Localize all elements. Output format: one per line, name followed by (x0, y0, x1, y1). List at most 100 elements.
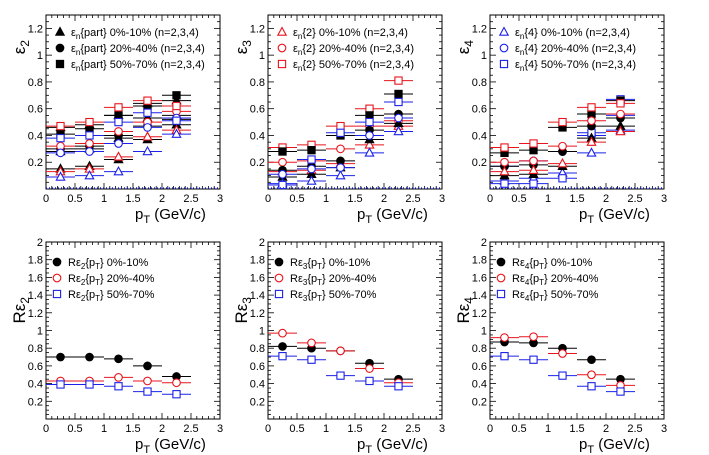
text-part: Rε (512, 273, 525, 285)
x-tick-label: 2.5 (405, 423, 420, 435)
data-point (278, 147, 287, 156)
text-part: 2 (81, 294, 86, 303)
data-point (529, 355, 538, 364)
text-part: T (539, 294, 544, 303)
text-part: { (307, 289, 311, 301)
data-point (114, 127, 123, 136)
text-part: } (544, 289, 548, 301)
y-axis-title: Rε3 (232, 297, 254, 324)
legend-marker (55, 59, 65, 69)
text-part: { (302, 43, 306, 55)
x-axis-title: pT (GeV/c) (579, 436, 650, 455)
text-part: T (365, 444, 372, 455)
legend-entry: εn{part} 0%-10% (n=2,3,4) (71, 27, 199, 41)
text-part: { (302, 59, 306, 71)
legend-marker (274, 257, 284, 267)
y-tick-label: 0.6 (250, 361, 265, 373)
x-tick-label: 2.5 (183, 423, 198, 435)
legend-entry: Rε4{pT} 50%-70% (512, 289, 599, 303)
text-part: { (80, 43, 84, 55)
y-tick-label: 1.2 (472, 23, 487, 35)
x-axis-title: pT (GeV/c) (135, 206, 206, 226)
legend-marker (55, 43, 65, 53)
legend-marker (498, 26, 510, 36)
text-part: ε (293, 27, 298, 39)
text-part: Rε (454, 303, 473, 323)
legend-marker (52, 273, 62, 283)
x-tick-label: 1 (323, 423, 329, 435)
y-tick-label: 1.2 (250, 23, 265, 35)
x-tick-label: 0.5 (67, 193, 82, 205)
text-part: n (76, 64, 80, 73)
x-tick-label: 3 (439, 193, 445, 205)
data-point (114, 111, 123, 120)
text-part: 20%-40% (n=2,3,4) (107, 43, 205, 55)
text-part: } (100, 289, 104, 301)
y-tick-label: 0.6 (28, 104, 43, 116)
text-part: T (317, 278, 322, 287)
legend-marker (276, 26, 288, 36)
data-point (172, 116, 181, 125)
data-point (365, 131, 374, 140)
text-part: (GeV/c) (372, 436, 428, 453)
text-part: Rε (290, 289, 303, 301)
text-part: } (544, 257, 548, 269)
text-part: T (587, 444, 594, 455)
y-tick-label: 0.8 (472, 343, 487, 355)
text-part: 3 (303, 262, 308, 271)
text-part: Rε (512, 289, 525, 301)
text-part: ε (10, 46, 29, 54)
x-tick-label: 1 (545, 193, 551, 205)
text-part: p (311, 273, 317, 285)
panel-6: 0 0.5 1 1.5 2 2.5 30.20.40.60.811.21.41.61.82p… (454, 237, 667, 455)
text-part: { (302, 27, 306, 39)
y-tick-label: 0.8 (28, 77, 43, 89)
data-point (336, 163, 345, 172)
legend-entry: Rε4{pT} 20%-40% (512, 273, 599, 287)
text-part: p (357, 206, 365, 223)
text-part: n (76, 32, 80, 41)
y-tick-label: 0.6 (472, 104, 487, 116)
data-point (56, 148, 65, 158)
data-point (143, 361, 152, 371)
y-axis-title: ε3 (232, 40, 254, 55)
text-part: ε (232, 46, 251, 54)
y-tick-label: 2 (37, 237, 43, 249)
y-tick-label: 0.4 (472, 130, 487, 142)
x-tick-label: 2.5 (183, 193, 198, 205)
text-part: ε (515, 27, 520, 39)
text-part: T (539, 278, 544, 287)
text-part: 50%-70% (548, 289, 599, 301)
panel-3: 0 0.5 1 1.5 2 2.5 3 0.2 0.4 0.6 0.8 1 1.2 pT (GeV/c) ε… (454, 14, 667, 226)
text-part: part (84, 59, 103, 71)
text-part: n (298, 64, 302, 73)
text-part: n (520, 32, 524, 41)
text-part: 50%-70% (104, 289, 155, 301)
data-point (616, 109, 625, 119)
data-point (529, 146, 538, 155)
text-part: 0%-10% (n=2,3,4) (107, 27, 199, 39)
y-tick-label: 1 (259, 50, 265, 62)
text-part: { (85, 257, 89, 269)
data-point (55, 171, 66, 181)
text-part: p (89, 257, 95, 269)
x-axis-title: pT (GeV/c) (357, 436, 428, 455)
x-tick-label: 3 (439, 423, 445, 435)
data-point (335, 169, 346, 180)
x-tick-label: 0.5 (289, 423, 304, 435)
text-part: ε (454, 46, 473, 54)
data-point (56, 380, 65, 389)
text-part: p (89, 289, 95, 301)
legend-marker (277, 59, 287, 69)
legend-entry: Rε3{pT} 50%-70% (290, 289, 377, 303)
text-part: 4 (462, 297, 476, 304)
data-point (394, 382, 403, 391)
text-part: 4 (525, 262, 530, 271)
data-point (307, 155, 316, 164)
text-part: 4 (525, 294, 530, 303)
text-part: } (544, 273, 548, 285)
text-part: Rε (10, 303, 29, 323)
text-part: 2 (306, 27, 312, 39)
text-part: T (143, 214, 150, 226)
